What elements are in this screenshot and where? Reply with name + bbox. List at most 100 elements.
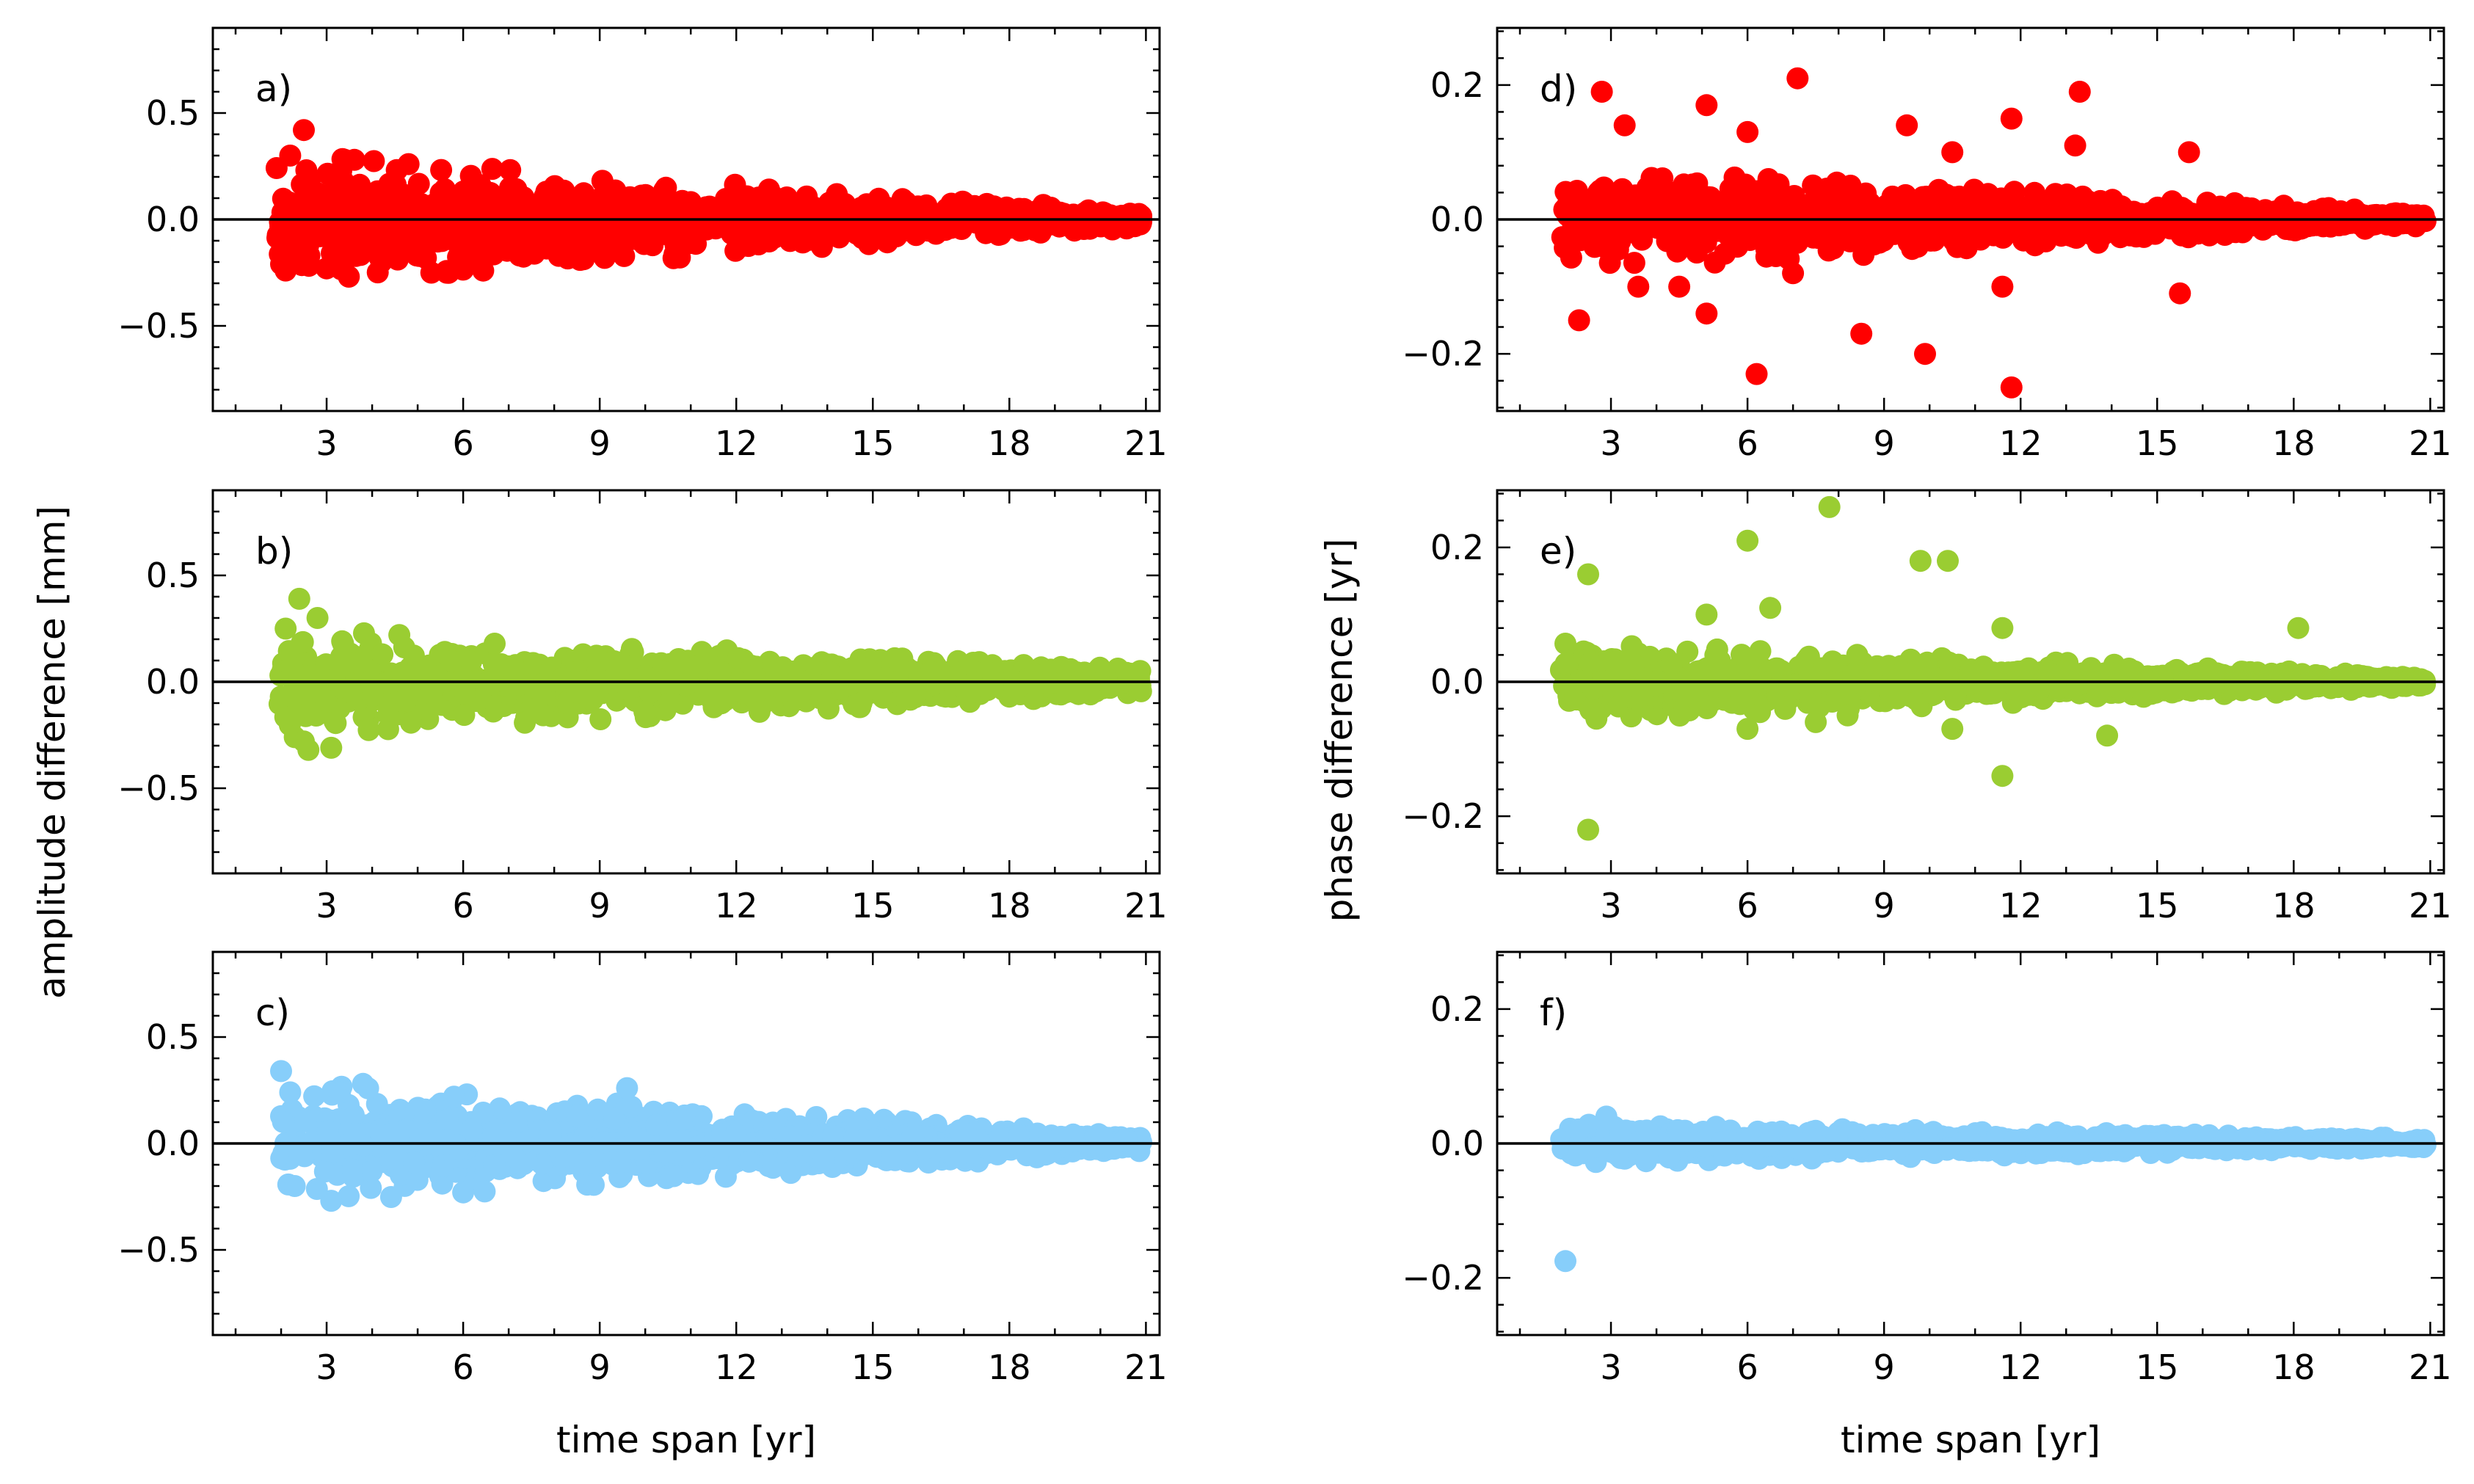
data-point [668,650,691,673]
data-point [1064,681,1087,704]
data-point [505,1110,528,1133]
data-point [709,661,732,683]
data-point [762,1157,785,1179]
outlier-point [397,153,420,175]
data-point [663,1165,685,1187]
data-point [633,233,655,255]
data-point [291,630,314,653]
data-point [674,674,696,696]
data-point [553,179,575,202]
outlier-point [274,617,297,640]
data-point [583,1174,605,1196]
data-point [586,1098,609,1121]
data-point [627,668,650,691]
y-tick-label: 0.5 [146,93,200,133]
data-point [609,1151,632,1174]
data-point [1019,213,1042,236]
data-point [885,211,908,233]
outlier-point [274,259,297,282]
data-point [687,655,710,678]
data-point [727,227,749,250]
data-point [408,244,431,267]
data-point [361,685,384,708]
data-point [553,210,575,233]
x-tick-label: 21 [1124,1347,1168,1387]
data-point [499,159,522,181]
outlier-point [283,1175,306,1197]
data-point [821,1124,844,1147]
data-point [747,186,770,209]
data-point [574,1152,596,1175]
data-point [539,1121,562,1143]
data-point [1077,203,1100,226]
x-tick-label: 3 [316,423,337,463]
x-tick-label: 6 [452,1347,473,1387]
x-tick-label: 15 [851,886,895,925]
x-tick-label: 18 [988,423,1031,463]
x-tick-label: 3 [316,886,337,925]
data-point [774,200,796,223]
data-point [333,199,356,222]
data-point [400,711,422,734]
scatter-series-a [265,119,1153,288]
data-point [1003,676,1026,699]
data-point [589,708,612,730]
y-tick-label: 0.0 [146,1124,200,1163]
x-tick-label: 15 [851,423,895,463]
data-point [934,1137,957,1160]
data-point [503,1146,525,1168]
outlier-point [443,1085,465,1108]
data-point [360,1160,383,1182]
x-tick-label: 9 [589,423,611,463]
x-tick-label: 21 [1124,423,1168,463]
data-point [414,1098,437,1121]
data-point [294,1108,317,1131]
data-point [453,704,476,727]
data-point [316,1120,339,1143]
outlier-point [320,736,343,759]
data-point [566,1105,589,1127]
x-tick-label: 6 [452,423,473,463]
data-point [694,678,716,701]
data-point [441,650,463,672]
data-point [610,232,633,255]
outlier-point [370,251,393,273]
data-point [510,224,533,246]
data-point [360,1176,382,1199]
data-point [285,702,307,724]
data-point [724,1123,747,1146]
data-point [508,674,531,696]
data-point [272,1110,294,1133]
data-point [884,1149,906,1171]
data-point [953,193,975,215]
data-point [1036,672,1059,695]
data-point [303,1085,326,1107]
data-point [617,186,640,209]
data-point [799,669,822,691]
outlier-point [420,261,443,284]
data-point [472,1102,495,1124]
data-point [498,655,520,677]
y-tick-label: −0.5 [117,1230,200,1270]
data-point [445,186,467,209]
data-point [680,191,702,214]
data-point [583,225,606,247]
data-point [299,197,322,220]
data-point [914,1137,937,1160]
x-tick-label: 9 [589,886,611,925]
data-point [817,697,840,720]
data-point [984,1135,1006,1157]
x-tick-label: 15 [851,1347,895,1387]
x-tick-label: 12 [715,423,758,463]
data-point [670,1109,693,1131]
outlier-point [279,145,302,167]
data-point [525,697,548,720]
data-point [488,1097,511,1120]
data-point [382,1122,404,1145]
data-point [562,1134,584,1157]
data-point [388,624,411,647]
data-point [779,1162,802,1185]
data-point [363,150,385,172]
data-point [406,1168,429,1191]
data-point [479,181,502,204]
